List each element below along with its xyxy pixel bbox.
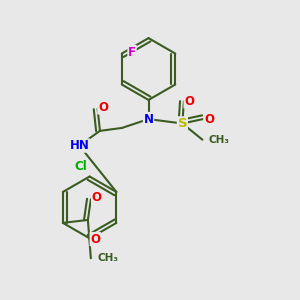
Text: N: N: [143, 112, 154, 126]
Text: CH₃: CH₃: [97, 253, 118, 263]
Text: O: O: [92, 191, 102, 204]
Text: O: O: [90, 232, 100, 246]
Text: O: O: [204, 112, 214, 126]
Text: S: S: [178, 117, 187, 130]
Text: O: O: [98, 101, 108, 114]
Text: CH₃: CH₃: [209, 135, 230, 145]
Text: F: F: [128, 46, 136, 59]
Text: Cl: Cl: [74, 160, 87, 173]
Text: HN: HN: [69, 139, 89, 152]
Text: O: O: [184, 95, 194, 108]
